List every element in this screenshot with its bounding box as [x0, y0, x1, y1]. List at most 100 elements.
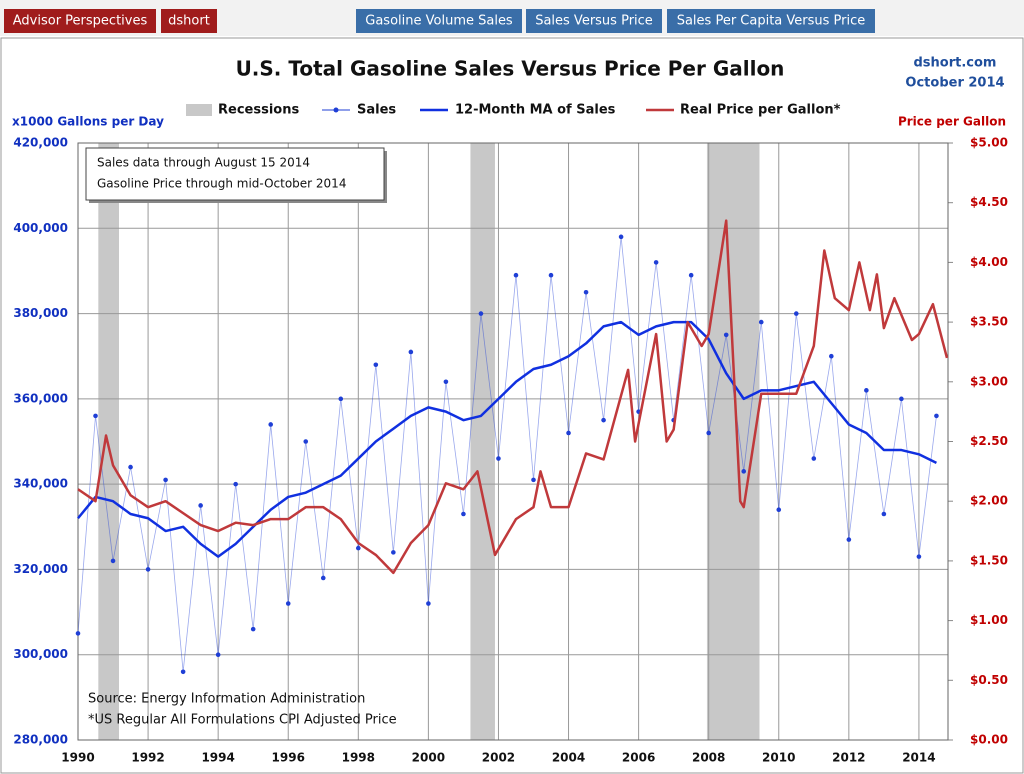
- sales-point: [443, 379, 449, 385]
- link-text[interactable]: dshort: [168, 14, 210, 29]
- sales-point: [75, 631, 81, 636]
- plot-area: [77, 142, 949, 741]
- sales-point: [198, 503, 203, 508]
- plot-border: [77, 142, 949, 741]
- y2-tick-label: $1.00: [970, 613, 1008, 627]
- sales-point: [145, 567, 151, 572]
- series-line: [77, 219, 949, 575]
- sales-point: [723, 332, 729, 338]
- y-tick-label: 400,000: [13, 221, 68, 235]
- tab-text[interactable]: Gasoline Volume Sales: [365, 14, 513, 29]
- sales-point: [303, 439, 309, 444]
- y2-tick-label: $2.00: [970, 494, 1008, 508]
- legend-swatch: [186, 104, 212, 116]
- sales-point: [899, 396, 904, 402]
- sales-point: [793, 311, 799, 316]
- legend-swatch: [333, 107, 339, 113]
- chart-title: U.S. Total Gasoline Sales Versus Price P…: [236, 57, 785, 81]
- recession-band: [706, 143, 760, 740]
- sales-point: [864, 388, 869, 393]
- x-tick-label: 2010: [762, 751, 795, 765]
- tab-button[interactable]: [356, 9, 522, 33]
- tab-text[interactable]: Sales Per Capita Versus Price: [677, 14, 866, 29]
- sales-point: [320, 575, 326, 581]
- y2-tick-label: $0.00: [970, 733, 1008, 747]
- sales-point: [408, 349, 414, 355]
- y-tick-label: 300,000: [13, 647, 68, 661]
- y2-tick-label: $4.50: [970, 195, 1008, 209]
- series-line: [77, 320, 937, 558]
- legend-label: Sales: [357, 103, 396, 118]
- sales-point: [741, 469, 747, 474]
- sales-point: [478, 311, 484, 316]
- y-tick-label: 340,000: [13, 477, 68, 491]
- sales-point: [846, 537, 852, 542]
- link-button[interactable]: [4, 9, 156, 33]
- note-text: Gasoline Price through mid-October 2014: [97, 177, 346, 191]
- x-tick-label: 2004: [552, 751, 585, 765]
- sales-point: [250, 626, 256, 632]
- sales-point: [513, 272, 519, 278]
- x-tick-label: 2000: [412, 751, 445, 765]
- x-tick-label: 2012: [832, 751, 865, 765]
- sales-point: [496, 456, 501, 461]
- link-button[interactable]: [161, 9, 217, 33]
- y2-tick-label: $3.50: [970, 315, 1008, 329]
- sales-point: [373, 362, 379, 368]
- recession-band: [470, 143, 495, 740]
- tab-text[interactable]: Sales Versus Price: [535, 14, 653, 29]
- sales-point: [268, 422, 274, 427]
- date: October 2014: [905, 76, 1004, 91]
- x-tick-label: 1994: [201, 751, 234, 765]
- y2-tick-label: $5.00: [970, 136, 1008, 150]
- y2-tick-label: $2.50: [970, 434, 1008, 448]
- y2-tick-label: $4.00: [970, 255, 1008, 269]
- sales-point: [653, 260, 659, 265]
- y-axis-label: x1000 Gallons per Day: [12, 115, 164, 129]
- sales-point: [618, 234, 624, 240]
- sales-point: [583, 289, 589, 295]
- sales-point: [163, 477, 168, 483]
- x-tick-label: 1998: [342, 751, 375, 765]
- y-tick-label: 380,000: [13, 306, 68, 320]
- sales-point: [601, 417, 606, 423]
- tab-button[interactable]: [526, 9, 662, 33]
- series-line: [77, 236, 937, 673]
- sales-point: [285, 601, 291, 606]
- sales-point: [338, 396, 344, 402]
- sales-point: [881, 511, 887, 517]
- y2-tick-label: $0.50: [970, 673, 1008, 687]
- sales-point: [531, 477, 536, 483]
- source-text: *US Regular All Formulations CPI Adjuste…: [88, 713, 397, 728]
- legend-label: Recessions: [218, 103, 299, 118]
- x-tick-label: 2006: [622, 751, 655, 765]
- sales-point: [233, 481, 238, 487]
- x-tick-label: 2002: [482, 751, 515, 765]
- y2-tick-label: $1.50: [970, 553, 1008, 567]
- sales-point: [356, 545, 361, 551]
- tab-button[interactable]: [667, 9, 875, 33]
- sales-point: [180, 669, 186, 675]
- y2-axis-label: Price per Gallon: [898, 115, 1006, 129]
- sales-point: [110, 558, 116, 564]
- sales-point: [548, 272, 554, 278]
- sales-point: [916, 554, 922, 559]
- source-text: Source: Energy Information Administratio…: [88, 692, 365, 707]
- sales-point: [215, 652, 221, 658]
- legend-label: Real Price per Gallon*: [680, 103, 841, 118]
- sales-point: [758, 319, 764, 325]
- sales-point: [706, 430, 711, 436]
- x-tick-label: 2008: [692, 751, 725, 765]
- y-tick-label: 360,000: [13, 391, 68, 405]
- sales-point: [93, 413, 98, 419]
- x-tick-label: 1992: [131, 751, 164, 765]
- sales-point: [426, 601, 431, 606]
- x-tick-label: 1990: [61, 751, 94, 765]
- sales-point: [829, 353, 834, 359]
- link-text[interactable]: Advisor Perspectives: [13, 14, 148, 29]
- y-tick-label: 320,000: [13, 562, 68, 576]
- legend-label: 12-Month MA of Sales: [455, 103, 616, 118]
- x-tick-label: 2014: [902, 751, 935, 765]
- y-tick-label: 280,000: [13, 733, 68, 747]
- sales-point: [391, 550, 396, 555]
